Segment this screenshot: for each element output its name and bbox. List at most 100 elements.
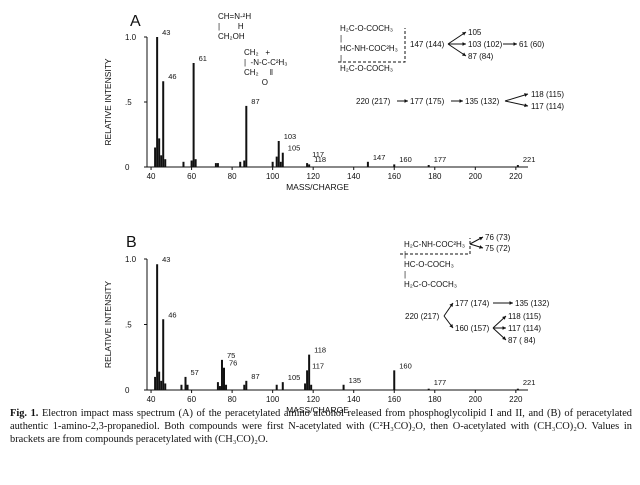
panel-a-peak-label: 46	[168, 72, 176, 81]
panel-b-peak-label: 117	[312, 361, 324, 370]
panel-a-arrow-103-head	[462, 42, 466, 46]
panel-a-peak-label: 177	[434, 155, 447, 164]
panel-a-peak-label: 221	[523, 155, 536, 164]
panel-a-frag-117: 117 (114)	[531, 102, 565, 111]
panel-a-peak-label: 103	[284, 132, 297, 141]
panel-a-cleavage-bracket	[338, 28, 406, 63]
panel-a-arrow-117	[504, 100, 529, 107]
caption-fig-label: Fig. 1.	[10, 408, 39, 419]
panel-b-label: B	[126, 234, 137, 251]
panel-b-frag-75: 75 (72)	[485, 244, 511, 253]
panel-b-structure: H₂C‑NH‑COC²H₃ | HC‑O‑COCH₃ | H₂C‑O‑COCH₃	[404, 240, 466, 289]
panel-b-x-tick-label: 120	[307, 395, 321, 404]
panel-a-x-tick-label: 60	[187, 172, 196, 181]
panel-b-frag-117: 117 (114)	[508, 324, 542, 333]
panel-a-peak-label: 117	[312, 150, 324, 159]
panel-a-x-tick-label: 220	[509, 172, 523, 181]
panel-b-peak-label: 221	[523, 378, 536, 387]
panel-b-peak-label: 118	[314, 346, 326, 355]
panel-b-arrow-75-head	[479, 245, 483, 249]
panel-a-arrow-135-head	[459, 99, 463, 103]
caption-text: Electron impact mass spectrum (A) of the…	[10, 408, 632, 445]
panel-b-frag-76: 76 (73)	[485, 233, 511, 242]
panel-a-structure-2: CH₂ + | ‑N‑C‑C²H₃ CH₂ ‖ O	[244, 48, 288, 87]
panel-a-frag-147: 147 (144)	[410, 40, 445, 49]
panel-a-y-tick-label: 1.0	[125, 33, 137, 42]
panel-a-y-axis-title: RELATIVE INTENSITY	[103, 58, 113, 146]
panel-a-arrow-61-head	[513, 42, 517, 46]
panel-a-y-tick-label: .5	[125, 98, 132, 107]
panel-b-frag-87: 87 ( 84)	[508, 336, 536, 345]
panel-b-y-axis-title: RELATIVE INTENSITY	[103, 281, 113, 369]
panel-a-x-tick-label: 40	[147, 172, 156, 181]
panel-a-frag-177: 177 (175)	[410, 97, 445, 106]
panel-a-x-tick-label: 160	[388, 172, 402, 181]
panel-b-peak-label: 76	[229, 359, 237, 368]
panel-a-frag-87: 87 (84)	[468, 52, 494, 61]
panel-b-x-tick-label: 200	[469, 395, 483, 404]
panel-b-arrow-177-head	[449, 303, 453, 307]
panel-b-y-tick-label: 0	[125, 386, 130, 395]
panel-b-frag-160: 160 (157)	[455, 324, 490, 333]
panel-a-arrow-105	[447, 31, 467, 45]
panel-a-frag-220: 220 (217)	[356, 97, 391, 106]
panel-a-arrow-87-head	[462, 52, 466, 56]
panel-a-x-tick-label: 200	[469, 172, 483, 181]
panel-b-arrow-117-head	[502, 326, 506, 330]
panel-b-x-tick-label: 160	[388, 395, 402, 404]
panel-a-arrow-118	[504, 93, 529, 102]
panel-a-y-tick-label: 0	[125, 163, 130, 172]
panel-a-peak-label: 160	[399, 155, 412, 164]
panel-b-frag-220: 220 (217)	[405, 312, 440, 321]
panel-a-frag-105: 105	[468, 28, 482, 37]
panel-b-x-tick-label: 220	[509, 395, 523, 404]
panel-a-label: A	[130, 13, 141, 30]
panel-a-peak-label: 118	[314, 155, 326, 164]
panel-b-arrow-160-head	[449, 324, 453, 328]
panel-b-x-tick-label: 180	[428, 395, 442, 404]
panel-b-x-tick-label: 40	[147, 395, 156, 404]
panel-a-arrow-117-head	[524, 103, 528, 108]
panel-b-frag-177: 177 (174)	[455, 299, 490, 308]
panel-a-x-tick-label: 180	[428, 172, 442, 181]
panel-a-frag-61: 61 (60)	[519, 40, 545, 49]
panel-a-x-tick-label: 100	[266, 172, 280, 181]
panel-b-arrow-135-head	[509, 301, 513, 305]
panel-b-y-tick-label: 1.0	[125, 255, 137, 264]
panel-b-x-tick-label: 80	[228, 395, 237, 404]
panel-a-arrow-177-head	[404, 99, 408, 103]
panel-a-x-axis-title: MASS/CHARGE	[286, 182, 349, 192]
panel-a-frag-103: 103 (102)	[468, 40, 503, 49]
panel-a-peak-label: 147	[373, 153, 386, 162]
panel-b-x-tick-label: 140	[347, 395, 361, 404]
panel-a-structure-3: H₂C‑O‑COCH₃ | HC‑NH‑COC²H₃ | H₂C‑O‑COCH₃	[340, 24, 398, 73]
panel-b-peak-label: 43	[162, 255, 170, 264]
panel-b-cleavage-bracket	[400, 238, 471, 255]
panel-b-peak-label: 75	[227, 351, 235, 360]
panel-a-arrow-118-head	[524, 93, 528, 97]
panel-b-peak-label: 160	[399, 361, 412, 370]
panel-a-arrow-105-head	[462, 32, 466, 36]
panel-a-peak-label: 43	[162, 28, 170, 37]
panel-b-peak-label: 135	[349, 376, 362, 385]
panel-a-frag-118: 118 (115)	[531, 90, 565, 99]
panel-b-peak-label: 105	[288, 373, 301, 382]
panel-a-peak-label: 61	[199, 54, 207, 63]
panel-b-x-tick-label: 60	[187, 395, 196, 404]
panel-a-x-tick-label: 140	[347, 172, 361, 181]
panel-a-x-tick-label: 80	[228, 172, 237, 181]
panel-a-peak-label: 87	[251, 97, 259, 106]
panel-b-arrow-87-head	[502, 336, 506, 340]
panel-a-structure-1: CH=N‑²H | H CH₂OH	[218, 12, 252, 41]
panel-a-arrow-87	[447, 43, 467, 57]
panel-a-x-tick-label: 120	[307, 172, 321, 181]
figure-caption: Fig. 1. Electron impact mass spectrum (A…	[10, 407, 632, 446]
panel-a-peak-label: 105	[288, 144, 301, 153]
panel-a-frag-135: 135 (132)	[465, 97, 500, 106]
panel-b-frag-135: 135 (132)	[515, 299, 550, 308]
panel-b-peak-label: 46	[168, 310, 176, 319]
panel-b-peak-label: 87	[251, 372, 259, 381]
panel-b-x-tick-label: 100	[266, 395, 280, 404]
panel-b-arrow-118-head	[502, 316, 506, 320]
